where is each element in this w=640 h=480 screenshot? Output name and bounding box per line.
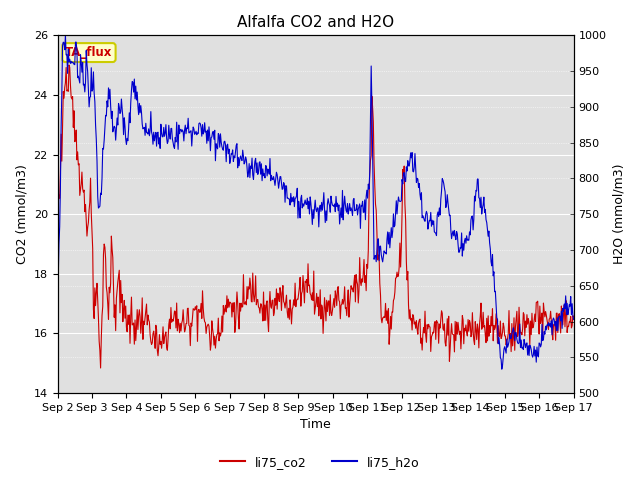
X-axis label: Time: Time: [300, 419, 331, 432]
Y-axis label: H2O (mmol/m3): H2O (mmol/m3): [612, 164, 625, 264]
Text: TA_flux: TA_flux: [65, 46, 113, 59]
Title: Alfalfa CO2 and H2O: Alfalfa CO2 and H2O: [237, 15, 394, 30]
Legend: li75_co2, li75_h2o: li75_co2, li75_h2o: [215, 451, 425, 474]
Y-axis label: CO2 (mmol/m3): CO2 (mmol/m3): [15, 164, 28, 264]
